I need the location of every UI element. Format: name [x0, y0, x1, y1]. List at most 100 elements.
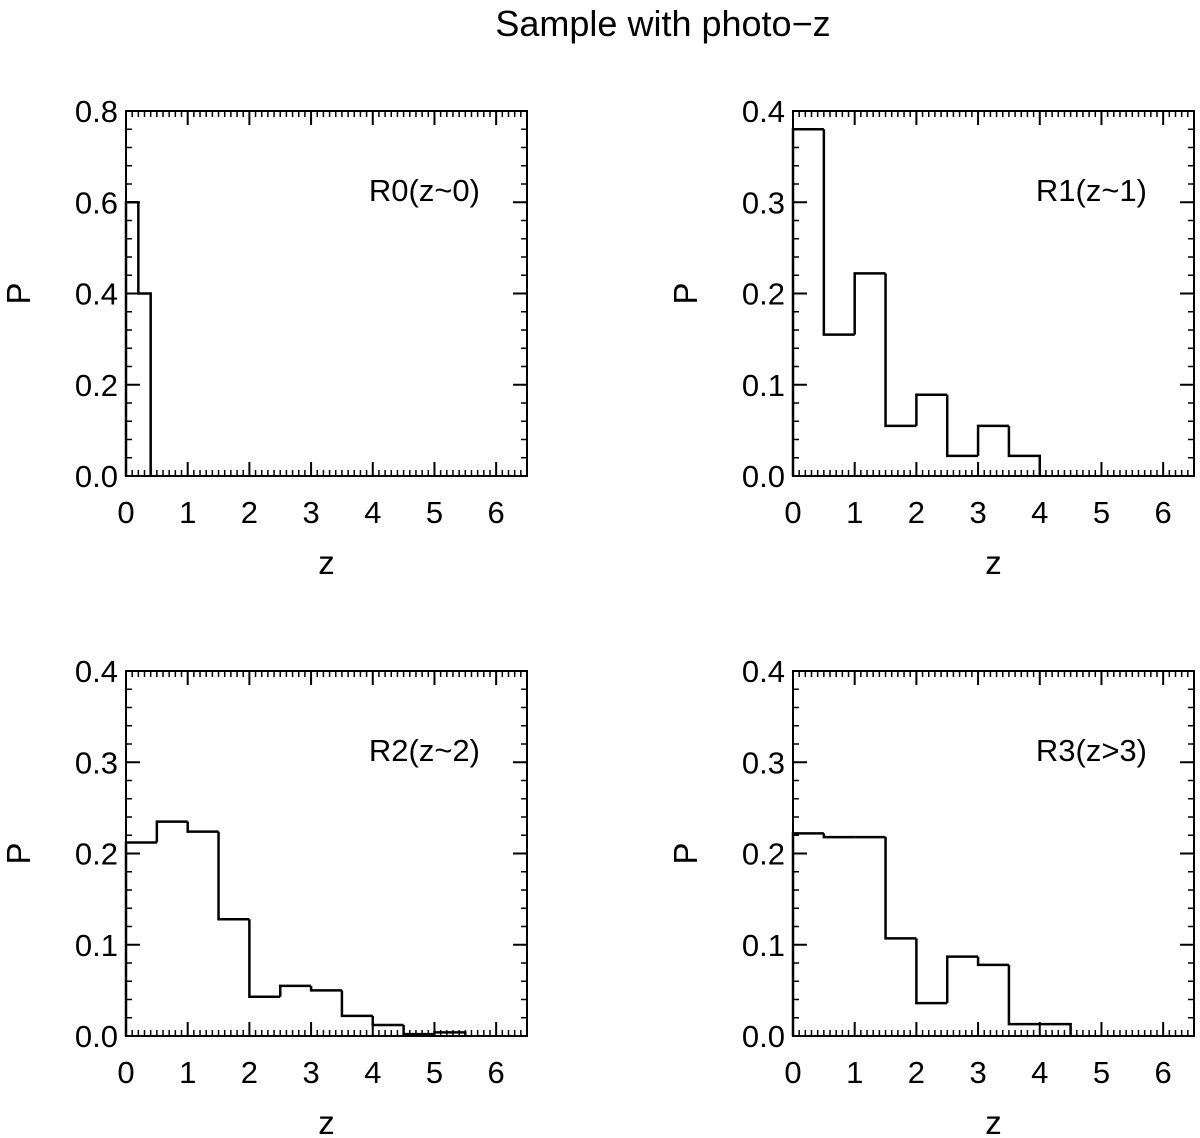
histogram-bin-r1-5	[945, 394, 979, 458]
x-tick-label-r3: 5	[1093, 1055, 1110, 1090]
x-tick-label-r0: 0	[117, 495, 134, 530]
histogram-bin-r1-0	[791, 128, 824, 476]
x-tick-label-r2: 6	[488, 1055, 505, 1090]
y-minor-ticks-r3	[793, 688, 1194, 1019]
y-tick-label-r0: 0.6	[75, 185, 118, 220]
y-tick-label-r2: 0.3	[75, 745, 118, 780]
histogram-bin-r2-7	[340, 990, 373, 1018]
y-minor-ticks-r2	[126, 688, 527, 1019]
x-axis-label-r0: z	[318, 544, 335, 581]
x-axis-label-r2: z	[318, 1104, 335, 1138]
histogram-bin-r0-1	[137, 202, 152, 476]
panel-annotation-r2: R2(z~2)	[369, 733, 480, 768]
x-tick-label-r2: 0	[117, 1055, 134, 1090]
histogram-bin-r1-1	[822, 129, 855, 336]
histogram-bin-r3-5	[945, 955, 979, 1004]
histogram-bin-r3-6	[976, 956, 1009, 967]
y-tick-label-r1: 0.3	[742, 185, 785, 220]
y-axis-label-r2: P	[0, 842, 37, 864]
y-axis-label-r1: P	[667, 282, 704, 304]
x-tick-label-r3: 0	[784, 1055, 801, 1090]
histogram-bin-r2-2	[186, 821, 219, 833]
x-axis-label-r3: z	[985, 1104, 1002, 1138]
histogram-bin-r2-10	[433, 1031, 467, 1036]
x-minor-ticks-r3	[798, 671, 1189, 1036]
panel-annotation-r1: R1(z~1)	[1036, 173, 1147, 208]
x-tick-label-r3: 4	[1031, 1055, 1048, 1090]
y-tick-label-r1: 0.1	[742, 368, 785, 403]
histogram-bin-r2-0	[124, 841, 157, 1036]
y-axis-label-r3: P	[667, 842, 704, 864]
plot-frame-r2	[125, 670, 528, 1037]
y-tick-label-r3: 0.1	[742, 928, 785, 963]
x-tick-label-r3: 1	[846, 1055, 863, 1090]
histogram-bin-r1-3	[884, 273, 917, 428]
y-tick-label-r1: 0.4	[742, 94, 785, 129]
x-tick-label-r2: 1	[179, 1055, 196, 1090]
histogram-bin-r3-0	[791, 832, 824, 1036]
histogram-bin-r3-3	[884, 837, 917, 940]
y-axis-label-r0: P	[0, 282, 37, 304]
histogram-bin-r1-6	[976, 424, 1009, 456]
x-minor-ticks-r1	[798, 111, 1189, 476]
x-tick-label-r1: 5	[1093, 495, 1110, 530]
x-minor-ticks-r2	[131, 671, 522, 1036]
x-tick-label-r3: 3	[969, 1055, 986, 1090]
plot-frame-r3	[792, 670, 1195, 1037]
x-tick-label-r0: 4	[364, 495, 381, 530]
figure-title: Sample with photo−z	[495, 3, 830, 44]
x-tick-label-r1: 2	[908, 495, 925, 530]
histogram-bin-r2-3	[217, 831, 250, 921]
x-tick-label-r2: 2	[241, 1055, 258, 1090]
histogram-bin-r0-0	[124, 201, 139, 476]
panel-r0: 0 1 2 3 4 5 6 0.0 0.2 0.4 0.6 0.8 z P R0(z~0)	[0, 94, 528, 581]
x-minor-ticks-r0	[131, 111, 522, 476]
y-tick-label-r1: 0.0	[742, 459, 785, 494]
histogram-bin-r1-7	[1007, 425, 1042, 476]
y-tick-label-r3: 0.0	[742, 1019, 785, 1054]
histogram-bin-r1-2	[853, 272, 886, 335]
panel-annotation-r3: R3(z>3)	[1036, 733, 1147, 768]
x-tick-label-r1: 1	[846, 495, 863, 530]
y-tick-label-r2: 0.0	[75, 1019, 118, 1054]
panel-r1: 0 1 2 3 4 5 6 0.0 0.1 0.2 0.3 0.4 z P R1(z~1)	[667, 94, 1195, 581]
histogram-bin-r2-5	[278, 984, 312, 997]
y-tick-label-r2: 0.2	[75, 837, 118, 872]
y-tick-label-r0: 0.8	[75, 94, 118, 129]
histogram-bin-r2-8	[371, 1015, 404, 1027]
panel-annotation-r0: R0(z~0)	[369, 173, 480, 208]
x-tick-label-r2: 5	[426, 1055, 443, 1090]
x-tick-label-r0: 5	[426, 495, 443, 530]
panels-group: 0 1 2 3 4 5 6 0.0 0.2 0.4 0.6 0.8 z P R0(z~0) 0 1 2 3 4 5 6 0.…	[0, 94, 1195, 1138]
y-minor-ticks-r0	[126, 128, 527, 459]
x-tick-label-r3: 6	[1155, 1055, 1172, 1090]
x-tick-label-r0: 1	[179, 495, 196, 530]
x-tick-label-r0: 6	[488, 495, 505, 530]
x-axis-label-r1: z	[985, 544, 1002, 581]
x-tick-label-r2: 3	[302, 1055, 319, 1090]
x-tick-label-r1: 3	[969, 495, 986, 530]
histogram-bin-r2-1	[155, 820, 188, 843]
panel-r3: 0 1 2 3 4 5 6 0.0 0.1 0.2 0.3 0.4 z P R3(z>3)	[667, 654, 1195, 1138]
y-tick-label-r3: 0.2	[742, 837, 785, 872]
histogram-bin-r3-1	[822, 833, 855, 839]
y-tick-label-r2: 0.1	[75, 928, 118, 963]
histogram-bin-r2-6	[309, 985, 342, 992]
y-tick-label-r3: 0.4	[742, 654, 785, 689]
x-tick-label-r1: 0	[784, 495, 801, 530]
histogram-bin-r3-4	[915, 938, 948, 1005]
x-tick-label-r1: 4	[1031, 495, 1048, 530]
histogram-bin-r2-4	[248, 919, 281, 999]
histogram-bin-r2-9	[402, 1025, 435, 1036]
histogram-bin-r1-4	[915, 393, 948, 426]
y-tick-label-r3: 0.3	[742, 745, 785, 780]
histogram-bin-r3-7	[1007, 964, 1040, 1026]
y-tick-label-r1: 0.2	[742, 277, 785, 312]
x-tick-label-r1: 6	[1155, 495, 1172, 530]
panel-r2: 0 1 2 3 4 5 6 0.0 0.1 0.2 0.3 0.4 z P R2(z~2)	[0, 654, 528, 1138]
x-tick-label-r0: 3	[302, 495, 319, 530]
y-tick-label-r0: 0.4	[75, 277, 118, 312]
y-tick-label-r0: 0.0	[75, 459, 118, 494]
x-tick-label-r3: 2	[908, 1055, 925, 1090]
